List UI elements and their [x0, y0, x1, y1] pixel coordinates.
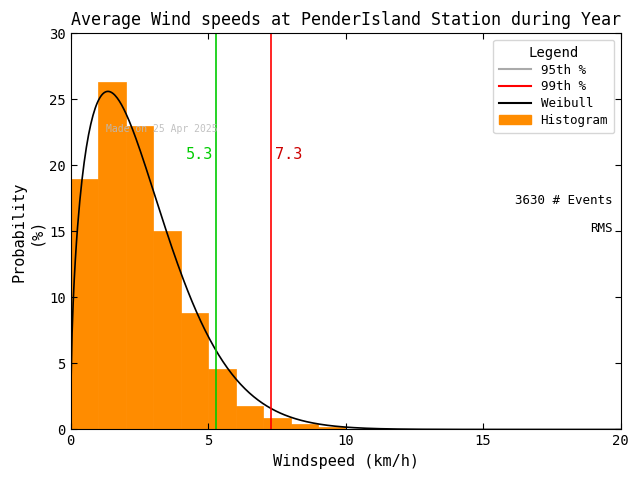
Line: Weibull: Weibull: [71, 91, 621, 430]
Text: 3630 # Events: 3630 # Events: [515, 194, 612, 207]
Weibull: [104, 88, 112, 94]
Weibull: [329, 423, 337, 429]
Text: Made on 25 Apr 2025: Made on 25 Apr 2025: [106, 124, 218, 134]
95th %: [212, 413, 220, 419]
Y-axis label: Probability
(%): Probability (%): [11, 181, 44, 282]
Title: Average Wind speeds at PenderIsland Station during Year: Average Wind speeds at PenderIsland Stat…: [70, 11, 621, 29]
Bar: [180, 313, 208, 430]
Legend: 95th %, 99th %, Weibull, Histogram: 95th %, 99th %, Weibull, Histogram: [493, 40, 614, 133]
Bar: [236, 406, 263, 430]
Text: 5.3: 5.3: [186, 147, 213, 162]
Bar: [153, 231, 180, 430]
Weibull: [333, 423, 340, 429]
X-axis label: Windspeed (km/h): Windspeed (km/h): [273, 454, 419, 469]
Bar: [291, 424, 318, 430]
Bar: [125, 126, 153, 430]
Bar: [318, 428, 346, 430]
99th %: [268, 427, 275, 432]
Bar: [346, 429, 373, 430]
Weibull: [605, 427, 612, 432]
Bar: [70, 179, 98, 430]
Text: 7.3: 7.3: [275, 147, 302, 162]
Weibull: [617, 427, 625, 432]
95th %: [212, 427, 220, 432]
Weibull: [396, 426, 403, 432]
Bar: [208, 369, 236, 430]
Weibull: [518, 427, 526, 432]
Weibull: [365, 425, 373, 431]
Bar: [98, 82, 125, 430]
Bar: [263, 418, 291, 430]
99th %: [268, 413, 275, 419]
Weibull: [67, 382, 75, 388]
Text: RMS: RMS: [590, 222, 612, 235]
